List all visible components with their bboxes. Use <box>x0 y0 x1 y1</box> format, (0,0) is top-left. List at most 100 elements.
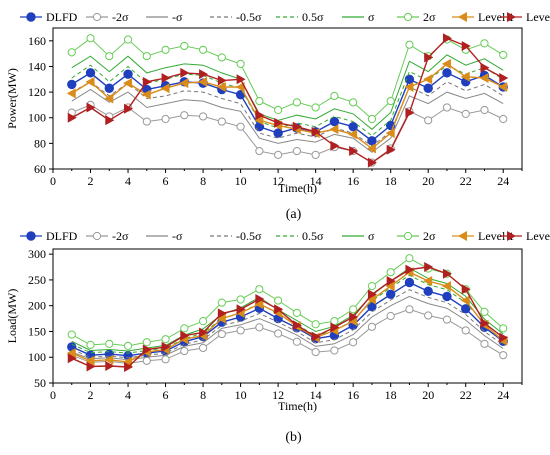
data-point <box>424 311 433 320</box>
y-tick-label: 100 <box>28 111 46 125</box>
legend-item: -0.5σ <box>210 10 262 24</box>
panel-label-b: (b) <box>285 430 302 445</box>
data-point <box>216 81 226 92</box>
data-point <box>198 317 208 326</box>
x-tick-label: 22 <box>460 388 472 402</box>
data-point <box>142 338 151 347</box>
data-point <box>217 75 227 86</box>
legend-item: -0.5σ <box>210 229 262 243</box>
data-point <box>161 45 170 54</box>
x-tick-label: 2 <box>88 388 94 402</box>
data-point <box>385 281 395 292</box>
legend-label: 0.5σ <box>302 229 324 243</box>
data-point <box>161 355 170 364</box>
series-line-2 <box>71 37 504 120</box>
data-point <box>67 353 77 364</box>
legend-label: -2σ <box>112 10 129 24</box>
data-point <box>386 311 395 321</box>
data-point <box>180 111 189 120</box>
legend-marker <box>92 12 102 22</box>
data-point <box>85 68 96 78</box>
data-point <box>255 323 264 332</box>
data-point <box>254 115 264 126</box>
series-line- <box>71 295 504 361</box>
data-point <box>217 298 226 307</box>
data-point <box>461 284 471 295</box>
data-point <box>236 326 245 335</box>
legend-item: DLFD <box>20 229 78 243</box>
x-tick-label: 0 <box>50 388 56 402</box>
series-line-05 <box>71 81 504 147</box>
data-point <box>142 344 152 355</box>
data-point <box>180 41 189 51</box>
data-point <box>86 34 95 43</box>
legend-item: -σ <box>146 229 183 243</box>
legend-label: σ <box>368 10 375 24</box>
x-tick-label: 2 <box>88 174 94 188</box>
data-point <box>67 48 76 57</box>
data-point <box>442 315 452 324</box>
data-point <box>180 330 190 341</box>
x-tick-label: 14 <box>310 388 322 402</box>
data-point <box>236 304 246 315</box>
y-tick-label: 200 <box>28 299 46 313</box>
data-point <box>404 81 414 92</box>
series-line-05 <box>71 289 504 359</box>
legend-label: DLFD <box>46 10 78 24</box>
data-point <box>460 295 470 306</box>
x-tick-label: 10 <box>235 174 247 188</box>
data-point <box>480 339 489 348</box>
legend-label: σ <box>368 229 375 243</box>
data-point <box>141 89 151 100</box>
data-point <box>86 340 95 349</box>
x-tick-label: 20 <box>422 174 434 188</box>
x-tick-label: 12 <box>272 174 284 188</box>
legend-marker <box>26 231 36 241</box>
data-point <box>236 59 245 68</box>
data-point <box>329 116 340 127</box>
plot-frame <box>52 248 523 384</box>
series-line- <box>71 88 504 153</box>
series-line-2 <box>71 104 504 164</box>
data-point <box>142 52 151 61</box>
data-point <box>199 327 209 338</box>
x-axis-label-b: Time(h) <box>278 399 317 413</box>
legend-label: -2σ <box>112 229 129 243</box>
data-point <box>124 103 134 114</box>
legend-item: Level 2 <box>500 10 550 24</box>
data-point <box>236 74 246 85</box>
legend-label: -0.5σ <box>236 10 262 24</box>
data-point <box>423 74 433 85</box>
data-point <box>198 343 208 353</box>
x-tick-label: 12 <box>272 388 284 402</box>
legend-marker <box>458 231 467 241</box>
data-point <box>349 98 358 107</box>
data-point <box>367 302 377 312</box>
data-point <box>105 360 115 371</box>
data-point <box>442 103 452 112</box>
data-point <box>386 144 396 155</box>
legend-item: 2σ <box>397 229 436 243</box>
data-point <box>367 322 377 331</box>
data-point <box>348 122 358 132</box>
data-point <box>311 320 320 329</box>
legend-label: Level 1 <box>478 10 514 24</box>
legend-label: -0.5σ <box>236 229 262 243</box>
x-tick-label: 24 <box>497 388 509 402</box>
data-point <box>480 62 490 73</box>
legend-marker <box>26 12 36 22</box>
data-point <box>124 362 134 373</box>
legend-item: σ <box>342 229 375 243</box>
panel-label-a: (a) <box>286 207 302 222</box>
data-point <box>311 150 320 159</box>
data-point <box>386 275 396 286</box>
data-point <box>142 117 151 126</box>
data-point <box>180 324 189 333</box>
data-point <box>161 72 171 83</box>
data-point <box>349 146 359 157</box>
x-tick-label: 24 <box>497 174 509 188</box>
data-point <box>66 348 76 359</box>
data-point <box>217 308 227 319</box>
series-line-dlfd <box>71 72 504 142</box>
